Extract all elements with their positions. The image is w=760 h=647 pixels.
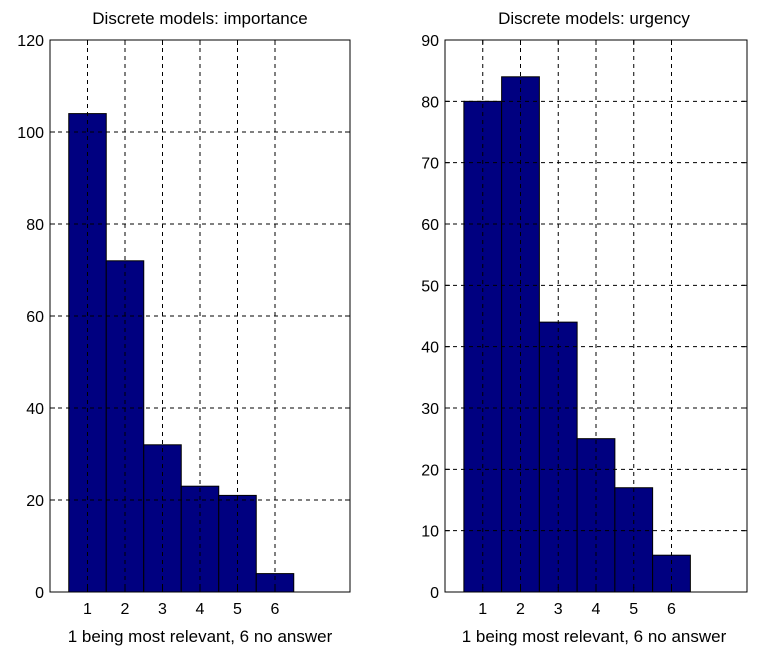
y-tick-label-40: 40 bbox=[26, 401, 44, 418]
x-tick-label-3: 3 bbox=[158, 601, 167, 618]
y-tick-label-40: 40 bbox=[421, 340, 439, 357]
y-ticks: 0 10 20 30 40 50 60 70 80 90 bbox=[421, 33, 747, 602]
x-tick-label-5: 5 bbox=[629, 601, 638, 618]
x-ticks: 1 2 3 4 5 6 bbox=[478, 40, 676, 618]
x-tick-label-6: 6 bbox=[667, 601, 676, 618]
chart-importance: Discrete models: importance 1 being most… bbox=[17, 9, 351, 646]
y-tick-label-80: 80 bbox=[26, 217, 44, 234]
y-tick-label-30: 30 bbox=[421, 401, 439, 418]
chart-title: Discrete models: urgency bbox=[498, 9, 690, 28]
y-tick-label-50: 50 bbox=[421, 278, 439, 295]
x-tick-label-3: 3 bbox=[554, 601, 563, 618]
y-tick-label-0: 0 bbox=[430, 585, 439, 602]
x-tick-label-1: 1 bbox=[83, 601, 92, 618]
x-axis-label: 1 being most relevant, 6 no answer bbox=[68, 627, 333, 646]
chart-urgency: Discrete models: urgency 1 being most re… bbox=[421, 9, 748, 646]
x-tick-label-4: 4 bbox=[196, 601, 205, 618]
y-tick-label-90: 90 bbox=[421, 33, 439, 50]
bars bbox=[463, 76, 691, 593]
y-tick-label-60: 60 bbox=[26, 309, 44, 326]
grid bbox=[50, 40, 350, 592]
grid bbox=[445, 40, 747, 592]
x-tick-label-4: 4 bbox=[592, 601, 601, 618]
x-tick-label-1: 1 bbox=[478, 601, 487, 618]
x-tick-label-6: 6 bbox=[271, 601, 280, 618]
x-tick-label-5: 5 bbox=[233, 601, 242, 618]
y-tick-label-80: 80 bbox=[421, 94, 439, 111]
bar-3 bbox=[143, 444, 182, 593]
x-tick-label-2: 2 bbox=[516, 601, 525, 618]
chart-title: Discrete models: importance bbox=[92, 9, 307, 28]
y-tick-label-10: 10 bbox=[421, 524, 439, 541]
x-ticks: 1 2 3 4 5 6 bbox=[83, 40, 280, 618]
y-tick-label-100: 100 bbox=[17, 125, 44, 142]
x-axis-label: 1 being most relevant, 6 no answer bbox=[462, 627, 727, 646]
y-tick-label-60: 60 bbox=[421, 217, 439, 234]
bars bbox=[68, 113, 295, 593]
x-tick-label-2: 2 bbox=[121, 601, 130, 618]
y-tick-label-20: 20 bbox=[421, 462, 439, 479]
y-tick-label-0: 0 bbox=[35, 585, 44, 602]
y-tick-label-70: 70 bbox=[421, 156, 439, 173]
y-ticks: 0 20 40 60 80 100 120 bbox=[17, 33, 350, 602]
y-tick-label-120: 120 bbox=[17, 33, 44, 50]
y-tick-label-20: 20 bbox=[26, 493, 44, 510]
